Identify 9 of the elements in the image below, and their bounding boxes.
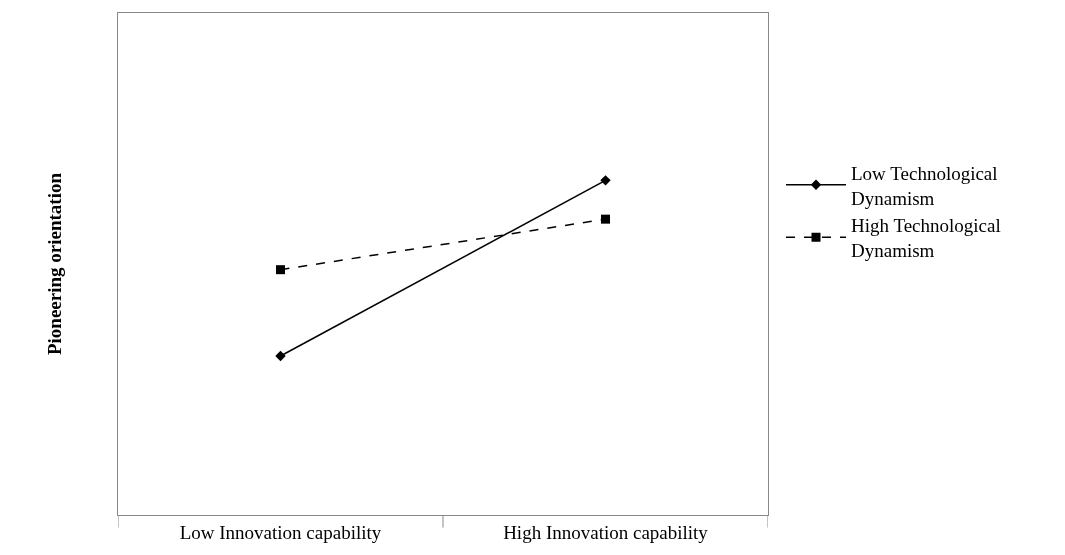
point [600, 175, 611, 186]
point [601, 214, 610, 224]
y-axis-title: Pioneering orientation [43, 172, 65, 356]
legend-label: Low Technological Dynamism [851, 162, 998, 209]
legend-label: High Technological Dynamism [851, 215, 1001, 261]
point [276, 265, 285, 275]
x-tick-label: High Innovation capability [503, 521, 709, 543]
point [275, 350, 286, 362]
x-tick-label: Low Innovation capability [179, 521, 382, 543]
